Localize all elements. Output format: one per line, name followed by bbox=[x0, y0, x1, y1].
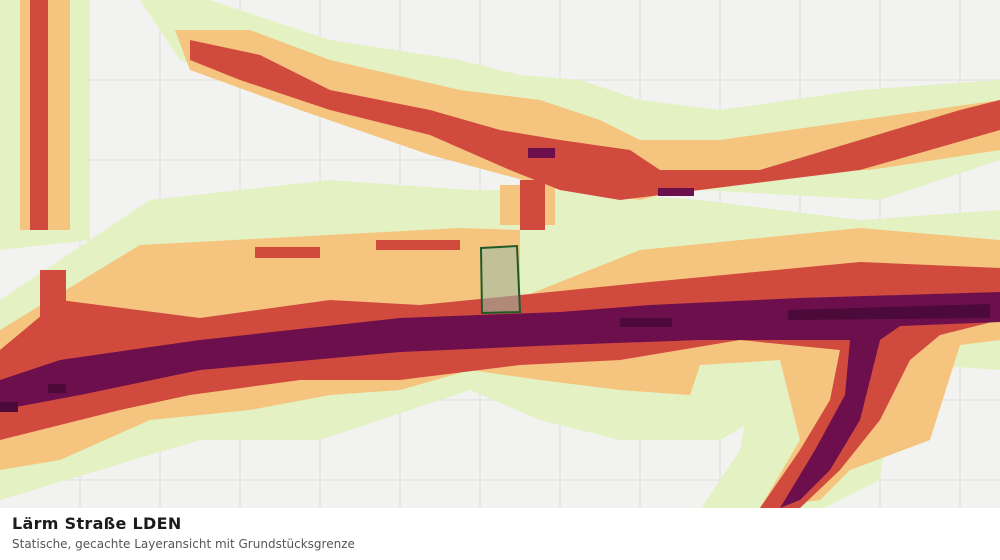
noise-zone-extreme bbox=[0, 304, 990, 412]
parcel-boundary bbox=[479, 244, 522, 315]
noise-area bbox=[30, 0, 48, 230]
map-subtitle: Statische, gecachte Layeransicht mit Gru… bbox=[12, 537, 355, 551]
noise-area bbox=[0, 402, 18, 412]
noise-area bbox=[48, 384, 66, 393]
noise-area bbox=[255, 247, 320, 258]
caption-panel: Lärm Straße LDEN Statische, gecachte Lay… bbox=[0, 508, 1000, 560]
noise-area bbox=[620, 318, 672, 327]
noise-area bbox=[190, 40, 1000, 200]
noise-area bbox=[40, 270, 66, 330]
noise-area bbox=[376, 240, 460, 250]
noise-zone-very-high bbox=[0, 148, 1000, 508]
noise-area bbox=[520, 180, 545, 230]
noise-area bbox=[0, 292, 1000, 508]
noise-area bbox=[658, 188, 694, 196]
map-title: Lärm Straße LDEN bbox=[12, 514, 182, 533]
noise-area bbox=[175, 30, 1000, 200]
noise-area bbox=[788, 304, 990, 320]
noise-area bbox=[528, 148, 555, 158]
